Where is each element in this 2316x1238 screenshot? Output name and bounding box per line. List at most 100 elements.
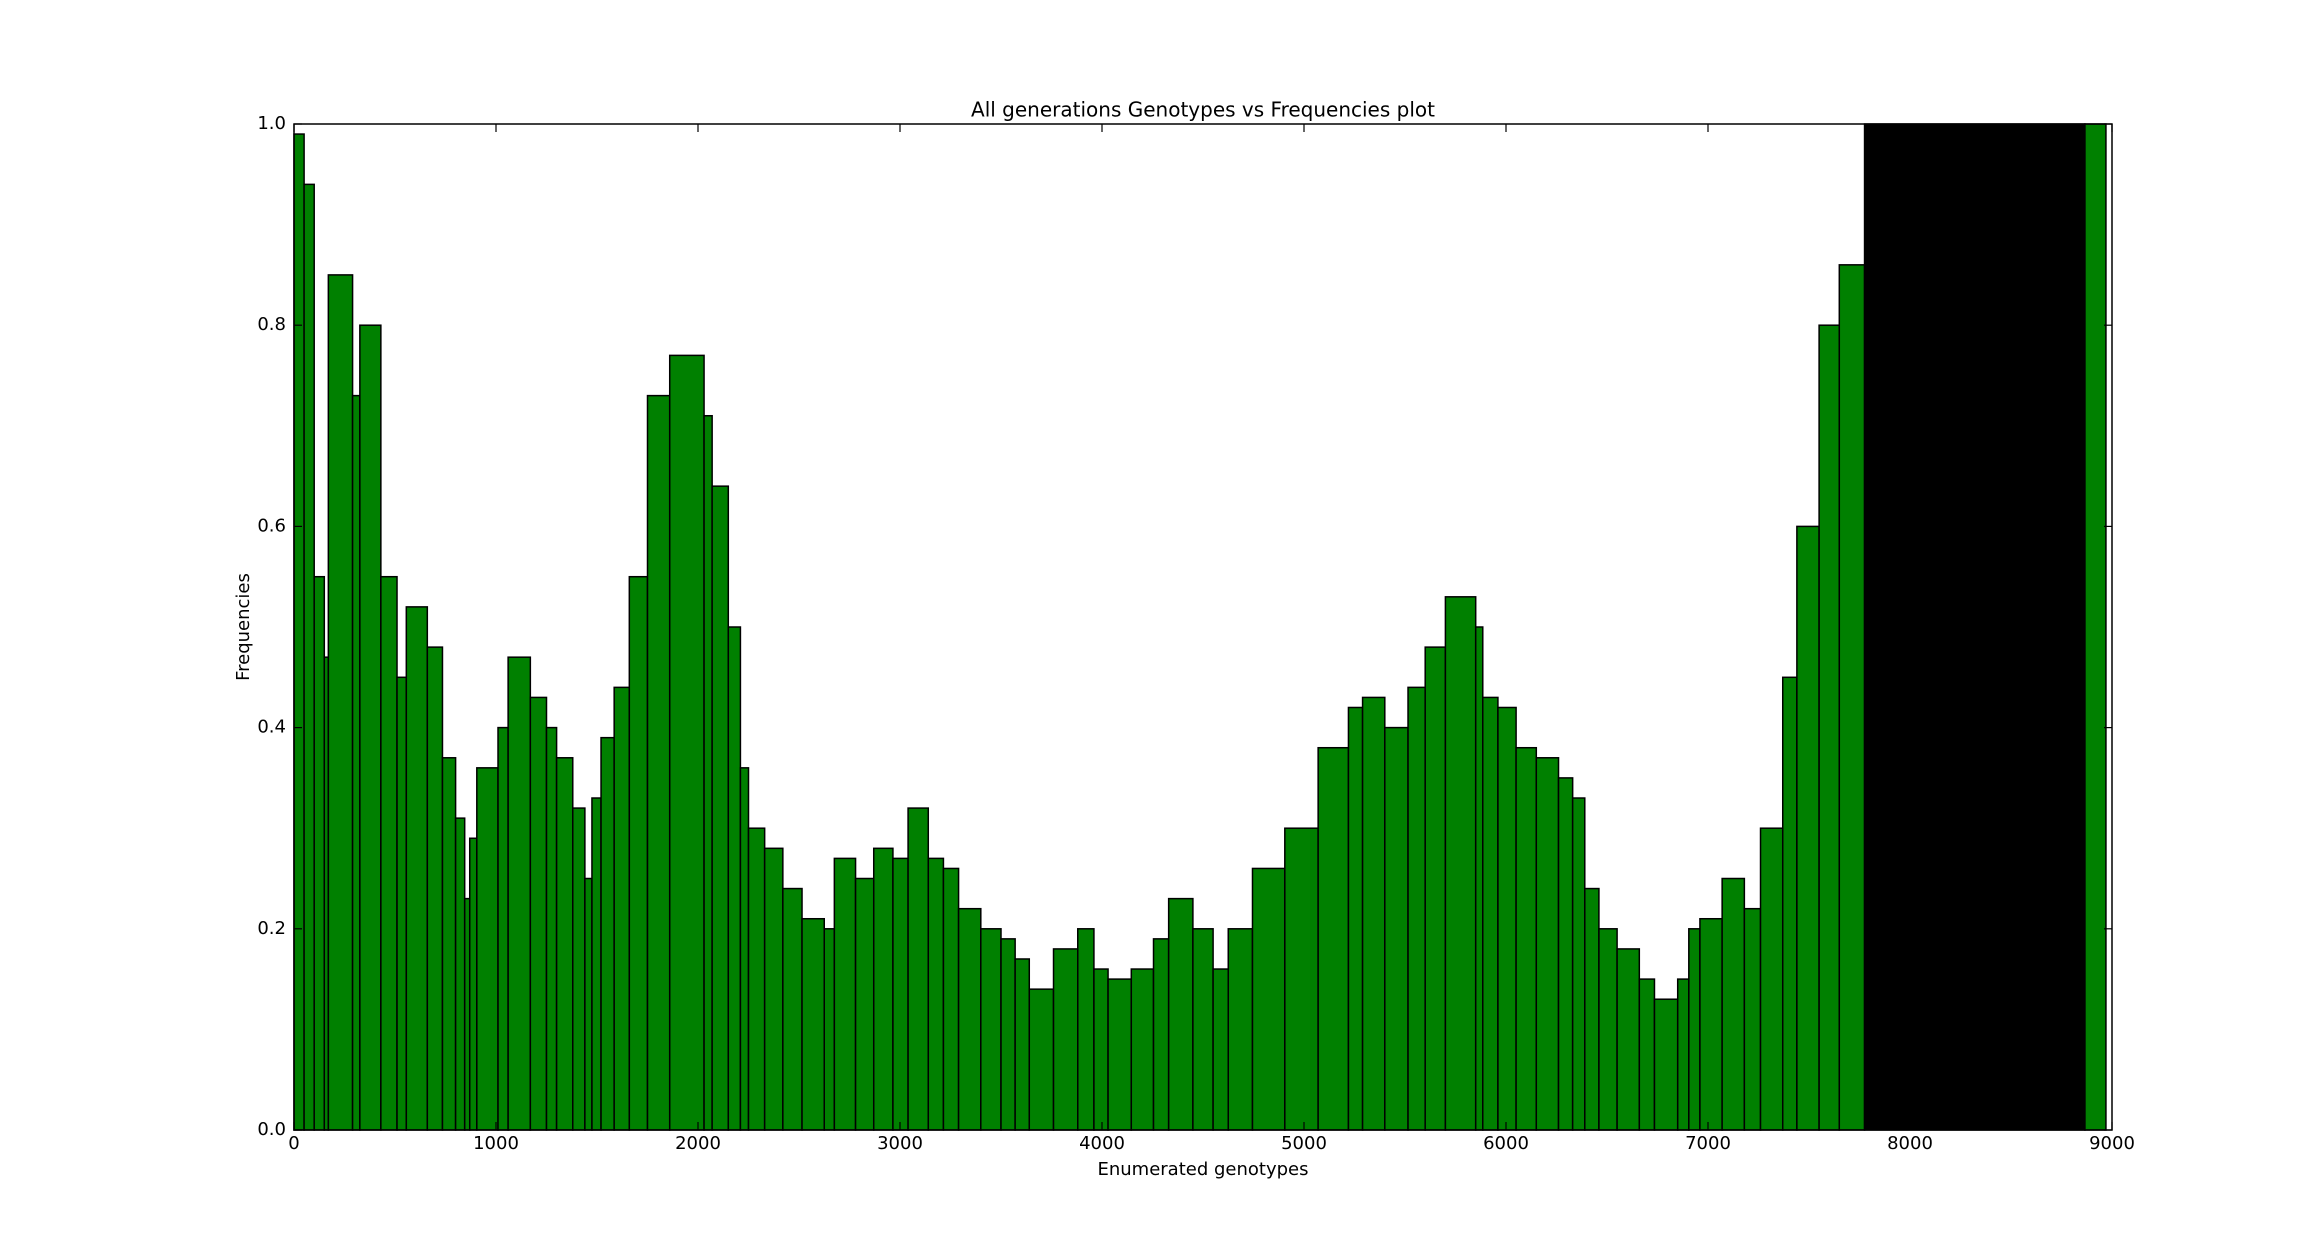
bar [591, 797, 602, 1131]
bar [1653, 998, 1679, 1131]
x-tick-label: 3000 [877, 1133, 923, 1154]
bar [1482, 696, 1499, 1131]
x-tick-label: 7000 [1685, 1133, 1731, 1154]
bar [1616, 948, 1641, 1131]
bar [1077, 928, 1095, 1131]
bar [613, 686, 631, 1131]
bar [1407, 686, 1426, 1131]
bar [1014, 958, 1031, 1131]
bar [1227, 928, 1254, 1131]
bar [1251, 867, 1286, 1131]
bar [1535, 757, 1560, 1131]
x-axis-label: Enumerated genotypes [1097, 1159, 1308, 1180]
bar [1444, 596, 1477, 1131]
bar [747, 827, 766, 1131]
bar [1000, 938, 1016, 1131]
x-tick-label: 6000 [1483, 1133, 1529, 1154]
bar [628, 575, 649, 1131]
bar [313, 575, 326, 1131]
y-tick-label: 0.6 [257, 515, 286, 536]
bar [646, 394, 671, 1131]
bar [782, 887, 803, 1131]
bar [1699, 917, 1723, 1131]
bar [572, 807, 586, 1131]
bar [1361, 696, 1386, 1131]
bar [957, 907, 982, 1131]
bar [507, 656, 532, 1131]
bar [763, 847, 784, 1131]
x-tick-label: 8000 [1887, 1133, 1933, 1154]
bar [1028, 988, 1055, 1131]
y-tick-label: 0.8 [257, 314, 286, 335]
bar [1638, 978, 1656, 1131]
chart-title: All generations Genotypes vs Frequencies… [971, 98, 1435, 122]
bar [1497, 706, 1517, 1131]
x-tick-label: 1000 [473, 1133, 519, 1154]
bar [1863, 123, 2086, 1131]
bar [872, 847, 894, 1131]
bar [1052, 948, 1079, 1131]
bar [833, 857, 857, 1131]
bar [711, 485, 730, 1131]
bar [584, 877, 593, 1131]
bar [426, 646, 444, 1131]
bar [468, 837, 478, 1131]
bar [405, 606, 429, 1131]
bar [1152, 938, 1170, 1131]
bar [1781, 676, 1798, 1131]
bar [1598, 928, 1618, 1131]
bar [380, 575, 398, 1131]
y-tick-label: 1.0 [257, 113, 286, 134]
bar [441, 757, 457, 1131]
bar [545, 726, 558, 1131]
bar [668, 354, 705, 1131]
bar [1818, 324, 1841, 1131]
bar [801, 917, 826, 1131]
bar [1838, 264, 1866, 1131]
bar [1743, 907, 1762, 1131]
bar [396, 676, 408, 1131]
bar [476, 767, 499, 1131]
bar [1284, 827, 1319, 1131]
y-tick-label: 0.4 [257, 717, 286, 738]
bar [854, 877, 875, 1131]
bar [727, 626, 742, 1131]
bar [1688, 928, 1701, 1131]
x-tick-label: 0 [288, 1133, 299, 1154]
bar [942, 867, 960, 1131]
bar [823, 928, 836, 1131]
bar [1212, 968, 1229, 1131]
bar [327, 274, 354, 1131]
x-tick-label: 2000 [675, 1133, 721, 1154]
bar [600, 736, 615, 1131]
x-tick-label: 9000 [2089, 1133, 2135, 1154]
bar [463, 897, 471, 1131]
bar [739, 767, 750, 1131]
bar [555, 757, 574, 1131]
plot-frame [293, 123, 2113, 1131]
bar [1571, 797, 1586, 1131]
bar [293, 133, 305, 1131]
bar [1796, 525, 1820, 1131]
bar [1093, 968, 1109, 1131]
bar [1317, 746, 1350, 1131]
bar [1384, 726, 1409, 1131]
y-tick-label: 0.2 [257, 918, 286, 939]
bar [927, 857, 945, 1131]
y-tick-label: 0.0 [257, 1119, 286, 1140]
bar [2084, 123, 2107, 1131]
bar [1721, 877, 1746, 1131]
bar [1474, 626, 1484, 1131]
bar [980, 928, 1002, 1131]
bar [1107, 978, 1133, 1131]
bar [1192, 928, 1214, 1131]
bar [529, 696, 548, 1131]
bar [351, 394, 361, 1131]
x-tick-label: 5000 [1281, 1133, 1327, 1154]
bar [1515, 746, 1538, 1131]
bar [907, 807, 930, 1131]
bar [359, 324, 382, 1131]
bar [892, 857, 909, 1131]
